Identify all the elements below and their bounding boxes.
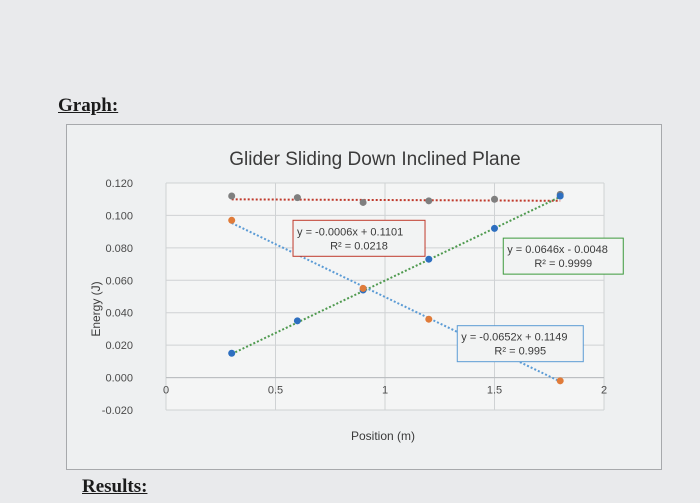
x-tick-label: 0.5 xyxy=(268,385,283,397)
series-3-point xyxy=(425,315,433,323)
trendline-equations: y = -0.0006x + 0.1101 R² = 0.0218 y = 0.06… xyxy=(292,219,624,363)
chart-frame: -0.020 0.000 0.020 0.040 0.060 0.080 0.100 0.12… xyxy=(66,124,662,470)
trendline-1 xyxy=(231,198,561,202)
series-2-point xyxy=(425,255,433,263)
y-tick-labels: -0.020 0.000 0.020 0.040 0.060 0.080 0.100 0.12… xyxy=(102,178,133,417)
x-tick-label: 1 xyxy=(382,385,388,397)
series-3-point xyxy=(228,216,236,224)
y-tick-label: 0.000 xyxy=(105,373,133,385)
y-tick-label: 0.020 xyxy=(105,340,133,352)
equation-box-2: y = 0.0646x - 0.0048 R² = 0.9999 xyxy=(502,237,624,275)
equation-box-frame xyxy=(456,325,584,363)
equation-box-3: y = -0.0652x + 0.1149 R² = 0.995 xyxy=(456,325,584,363)
gridlines xyxy=(165,182,605,411)
equation-box-frame xyxy=(292,219,426,257)
trendline-r-squared: R² = 0.0218 xyxy=(330,240,388,252)
series-2-point xyxy=(556,192,564,200)
y-axis-label: Energy (J) xyxy=(89,281,103,336)
graph-heading: Graph: xyxy=(58,95,119,116)
series-2-point xyxy=(491,224,498,232)
trendline-equation: y = -0.0006x + 0.1101 xyxy=(297,226,403,238)
series-2-point xyxy=(228,349,236,357)
series-1-point xyxy=(359,198,367,206)
trendline-3 xyxy=(231,222,561,383)
chart: -0.020 0.000 0.020 0.040 0.060 0.080 0.100 0.12… xyxy=(89,149,624,443)
series-1-point xyxy=(491,195,498,203)
equation-box-frame xyxy=(502,237,624,275)
x-tick-labels: 0 0.5 1 1.5 2 xyxy=(163,385,607,397)
series-1-point xyxy=(228,192,236,200)
series-2-point xyxy=(293,317,301,325)
y-tick-label: 0.040 xyxy=(105,308,133,320)
series-1-point xyxy=(425,197,433,205)
y-tick-label: 0.080 xyxy=(105,243,133,255)
trendline-2 xyxy=(231,195,561,355)
y-tick-label: 0.060 xyxy=(105,275,133,287)
x-tick-label: 1.5 xyxy=(487,385,502,397)
trendline-equation: y = 0.0646x - 0.0048 xyxy=(507,244,608,256)
chart-title: Glider Sliding Down Inclined Plane xyxy=(229,149,521,170)
series-3-point xyxy=(359,284,367,292)
series-3-point xyxy=(556,377,564,385)
trendlines xyxy=(231,195,561,383)
y-tick-label: 0.120 xyxy=(105,178,133,190)
series-1-point xyxy=(293,194,301,202)
x-axis-label: Position (m) xyxy=(351,429,415,443)
trendline-r-squared: R² = 0.9999 xyxy=(534,258,592,270)
trendline-r-squared: R² = 0.995 xyxy=(494,346,546,358)
results-heading: Results: xyxy=(82,476,148,497)
x-tick-label: 0 xyxy=(163,385,169,397)
y-tick-label: 0.100 xyxy=(105,210,133,222)
trendline-equation: y = -0.0652x + 0.1149 xyxy=(461,332,567,344)
x-tick-label: 2 xyxy=(601,385,607,397)
equation-box-1: y = -0.0006x + 0.1101 R² = 0.0218 xyxy=(292,219,426,257)
y-tick-label: -0.020 xyxy=(102,405,133,417)
